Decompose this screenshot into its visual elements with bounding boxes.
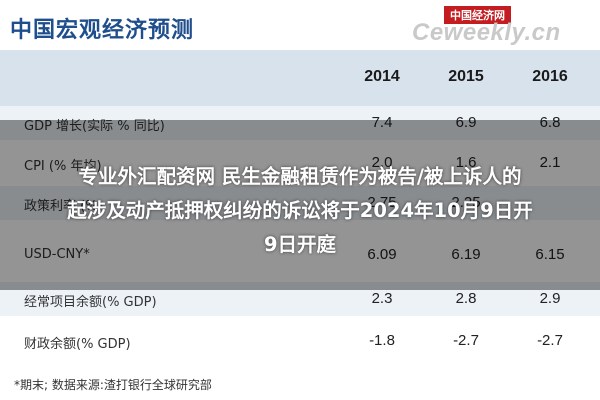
table-row: USD-CNY* 6.09 6.19 6.15 xyxy=(0,238,600,272)
year-2015-header: 2015 xyxy=(448,68,484,85)
row-label: GDP 增长(实际 % 同比) xyxy=(24,119,165,134)
cell-2014: 2.3 xyxy=(371,290,393,307)
table-row: 政策利率 (%) 2.75 2.25 xyxy=(0,186,600,220)
cell-2016: 6.15 xyxy=(535,246,565,263)
table-header-band xyxy=(0,50,600,106)
headline-overlay xyxy=(0,120,600,290)
table-row: GDP 增长(实际 % 同比) 7.4 6.9 6.8 xyxy=(0,106,600,140)
cell-2015: 6.19 xyxy=(451,246,481,263)
row-label: 财政余额(% GDP) xyxy=(24,337,131,352)
year-2014-header: 2014 xyxy=(364,68,400,85)
cell-2015: 1.6 xyxy=(455,154,477,171)
headline-caption: 专业外汇配资网 民生金融租赁作为被告/被上诉人的 起涉及动产抵押权纠纷的诉讼将于… xyxy=(0,160,600,262)
row-label: CPI (% 年均) xyxy=(24,159,102,174)
page-title: 中国宏观经济预测 xyxy=(10,17,195,43)
ceweekly-logo: 中国经济网 Ceweekly.cn xyxy=(402,6,592,46)
cell-2015: -2.7 xyxy=(453,332,479,349)
cell-2014: 6.09 xyxy=(367,246,397,263)
cell-2014: 2.75 xyxy=(367,194,397,211)
cell-2014: -1.8 xyxy=(369,332,395,349)
cell-2016: -2.7 xyxy=(537,332,563,349)
cell-2015: 6.9 xyxy=(455,114,477,131)
row-label: 政策利率 (%) xyxy=(24,199,103,214)
cell-2014: 7.4 xyxy=(371,114,393,131)
row-label: 经常项目余额(% GDP) xyxy=(24,295,157,310)
logo-badge: 中国经济网 xyxy=(444,6,511,24)
cell-2015: 2.25 xyxy=(451,194,481,211)
cell-2014: 2.0 xyxy=(371,154,393,171)
footnote: *期末; 数据来源:渣打银行全球研究部 xyxy=(14,378,212,392)
table-row: 经常项目余额(% GDP) 2.3 2.8 2.9 xyxy=(0,282,600,316)
table-row: CPI (% 年均) 2.0 1.6 2.1 xyxy=(0,146,600,180)
table-row: 财政余额(% GDP) -1.8 -2.7 -2.7 xyxy=(0,324,600,358)
year-2016-header: 2016 xyxy=(532,68,568,85)
cell-2016: 2.9 xyxy=(539,290,561,307)
headline-line-3: 9日开庭 xyxy=(263,233,337,256)
row-label: USD-CNY* xyxy=(24,247,90,262)
cell-2015: 2.8 xyxy=(455,290,477,307)
cell-2016: 2.1 xyxy=(539,154,561,171)
cell-2016: 6.8 xyxy=(539,114,561,131)
headline-line-2: 起涉及动产抵押权纠纷的诉讼将于2024年10月9日开 xyxy=(67,199,533,222)
logo-brand: Ceweekly.cn xyxy=(412,19,561,46)
headline-line-1: 专业外汇配资网 民生金融租赁作为被告/被上诉人的 xyxy=(78,165,522,188)
